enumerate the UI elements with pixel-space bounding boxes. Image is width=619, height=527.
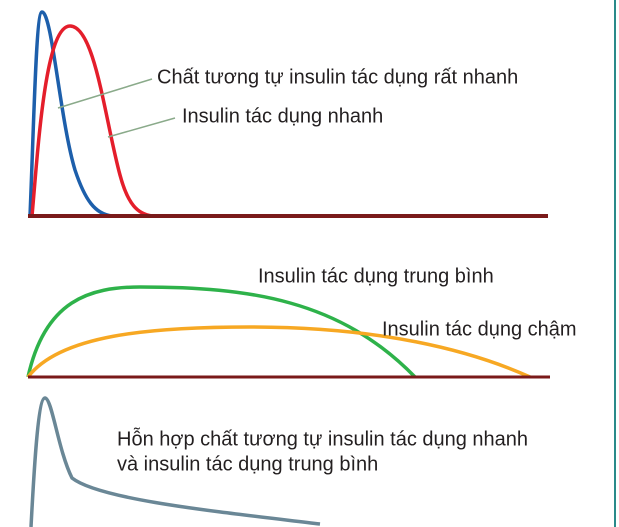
fast-curve <box>30 24 153 218</box>
label: Insulin tác dụng nhanh <box>182 105 383 127</box>
label: Hỗn hợp chất tương tự insulin tác dụng n… <box>117 427 528 450</box>
leader-line <box>107 117 176 138</box>
leader-line <box>57 78 153 109</box>
very-fast-curve <box>28 10 113 218</box>
slow-curve <box>26 325 531 379</box>
label: Insulin tác dụng chậm <box>382 318 577 340</box>
label: Chất tương tự insulin tác dụng rất nhanh <box>157 66 518 88</box>
label: và insulin tác dụng trung bình <box>117 453 378 475</box>
intermediate-curve <box>26 285 417 379</box>
mixed-curve <box>29 396 321 527</box>
label: Insulin tác dụng trung bình <box>258 265 494 287</box>
